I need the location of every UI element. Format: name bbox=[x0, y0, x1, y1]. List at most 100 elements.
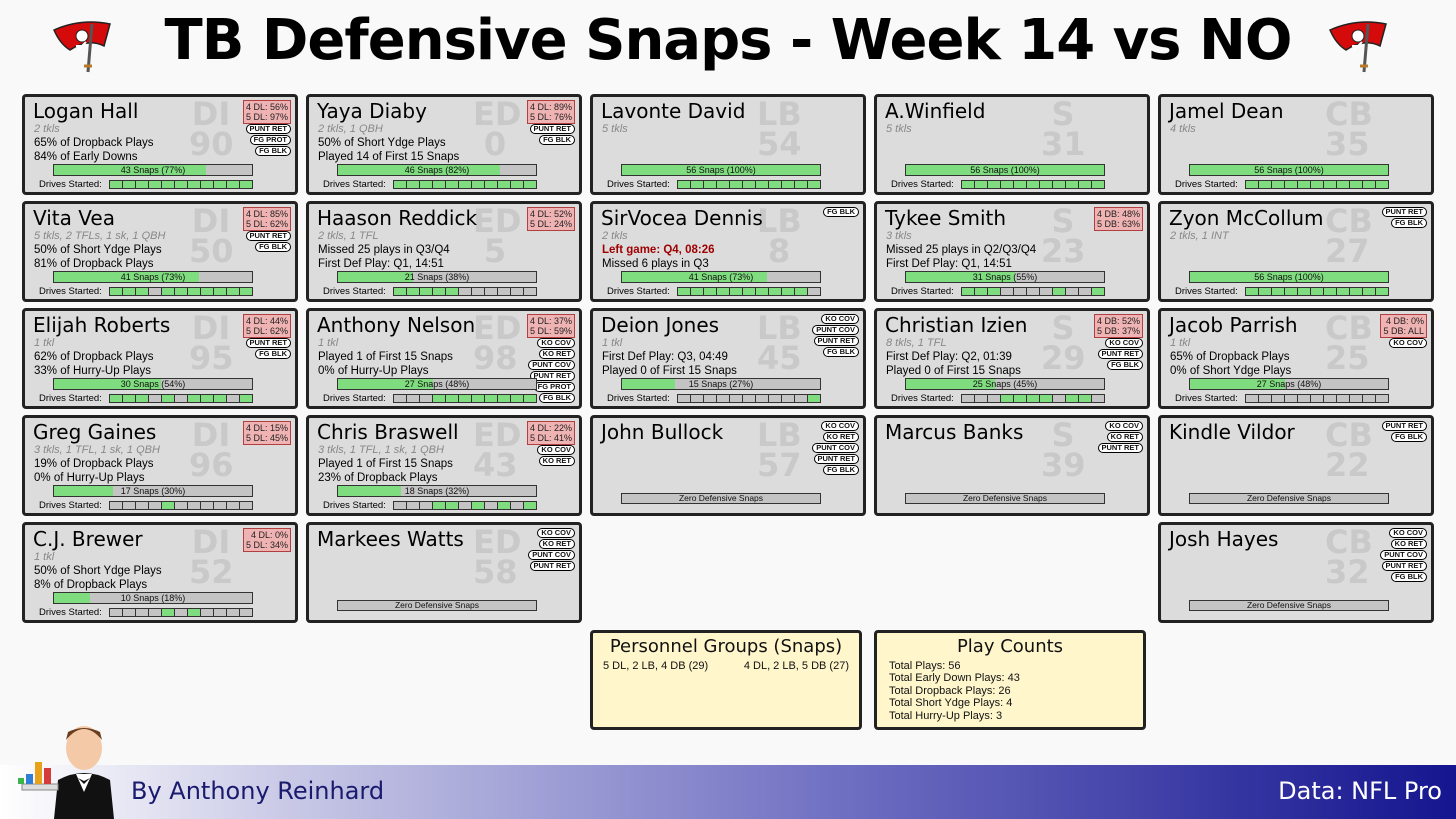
special-teams-badge: FG BLK bbox=[255, 349, 291, 359]
drive-cell bbox=[472, 502, 485, 509]
player-note: 62% of Dropback Plays bbox=[34, 351, 154, 363]
snap-share-bar: 41 Snaps (73%) bbox=[53, 271, 253, 283]
play-count-item: Total Early Down Plays: 43 bbox=[889, 672, 1020, 685]
snap-share-fill bbox=[338, 165, 501, 175]
drives-started-track bbox=[1245, 394, 1389, 403]
drive-cell bbox=[1350, 395, 1363, 402]
position-number-watermark: S 29 bbox=[1041, 309, 1086, 374]
snap-count-label: 56 Snaps (100%) bbox=[970, 165, 1040, 175]
player-name: Kindle Vildor bbox=[1169, 420, 1295, 444]
zero-snaps-bar: Zero Defensive Snaps bbox=[337, 600, 537, 611]
drive-cell bbox=[717, 181, 730, 188]
player-note: Played 1 of First 15 Snaps bbox=[318, 458, 453, 470]
jersey-number: 90 bbox=[189, 125, 234, 163]
drive-cell bbox=[162, 288, 175, 295]
drive-cell bbox=[136, 395, 149, 402]
drives-started-track bbox=[677, 394, 821, 403]
snap-share-fill bbox=[906, 165, 1104, 175]
player-name: Jamel Dean bbox=[1169, 99, 1284, 123]
drive-cell bbox=[743, 395, 756, 402]
player-note: 33% of Hurry-Up Plays bbox=[34, 365, 151, 377]
drive-cell bbox=[214, 288, 227, 295]
formation-share-badge: 4 DL: 89% 5 DL: 76% bbox=[526, 100, 575, 124]
position-number-watermark: ED 5 bbox=[473, 205, 521, 267]
formation-share-badge: 4 DL: 44% 5 DL: 62% bbox=[242, 314, 291, 338]
player-note: First Def Play: Q2, 01:39 bbox=[886, 351, 1012, 363]
player-stats: 2 tkls bbox=[602, 230, 628, 242]
player-name: Logan Hall bbox=[33, 99, 139, 123]
drive-cell bbox=[136, 288, 149, 295]
player-stats: 5 tkls bbox=[886, 123, 912, 135]
special-teams-badge: FG BLK bbox=[255, 146, 291, 156]
drive-cell bbox=[1272, 288, 1285, 295]
special-teams-badge: PUNT RET bbox=[813, 336, 859, 346]
drive-cell bbox=[162, 395, 175, 402]
drive-cell bbox=[743, 288, 756, 295]
drive-cell bbox=[446, 288, 459, 295]
player-name: SirVocea Dennis bbox=[601, 206, 763, 230]
drive-cell bbox=[188, 181, 201, 188]
drive-cell bbox=[1053, 288, 1066, 295]
drive-cell bbox=[394, 288, 407, 295]
drive-cell bbox=[1337, 395, 1350, 402]
snap-count-label: 43 Snaps (77%) bbox=[120, 165, 186, 175]
drive-cell bbox=[691, 395, 704, 402]
play-count-item: Total Plays: 56 bbox=[889, 660, 961, 672]
drive-cell bbox=[136, 181, 149, 188]
special-teams-badge: PUNT COV bbox=[528, 360, 575, 370]
drives-started-track bbox=[677, 287, 821, 296]
drive-cell bbox=[175, 288, 188, 295]
special-teams-badge: KO COV bbox=[1389, 528, 1427, 538]
snap-share-bar: 27 Snaps (48%) bbox=[337, 378, 537, 390]
drive-cell bbox=[407, 395, 420, 402]
special-teams-badge: KO RET bbox=[538, 456, 575, 466]
formation-share-badge: 4 DL: 85% 5 DL: 62% bbox=[242, 207, 291, 231]
position-label: DI bbox=[191, 309, 231, 347]
player-name: C.J. Brewer bbox=[33, 527, 143, 551]
player-note: 65% of Dropback Plays bbox=[1170, 351, 1290, 363]
position-number-watermark: DI 95 bbox=[189, 309, 234, 374]
drive-cell bbox=[769, 395, 782, 402]
snap-count-label: 46 Snaps (82%) bbox=[404, 165, 470, 175]
player-card: ED 5 Haason Reddick 2 tkls, 1 TFL Missed 25 … bbox=[306, 201, 582, 302]
player-name: Yaya Diaby bbox=[317, 99, 427, 123]
player-card: ED 98 Anthony Nelson 1 tkl Played 1 of First… bbox=[306, 308, 582, 409]
formation-share: 4 DL: 89% bbox=[529, 102, 572, 112]
snap-share-bar: 30 Snaps (54%) bbox=[53, 378, 253, 390]
drive-cell bbox=[407, 288, 420, 295]
drive-cell bbox=[717, 395, 730, 402]
drive-cell bbox=[1014, 395, 1027, 402]
position-label: S bbox=[1051, 309, 1075, 347]
player-note: 84% of Early Downs bbox=[34, 151, 138, 163]
special-teams-badge: FG PROT bbox=[249, 135, 291, 145]
drive-cell bbox=[1311, 288, 1324, 295]
drive-cell bbox=[214, 502, 227, 509]
drives-started-track bbox=[1245, 287, 1389, 296]
special-teams-badges: KO COV KO RET PUNT RET bbox=[1097, 421, 1143, 453]
special-teams-badge: FG BLK bbox=[823, 347, 859, 357]
drive-cell bbox=[1337, 181, 1350, 188]
snap-share-bar: 46 Snaps (82%) bbox=[337, 164, 537, 176]
drive-cell bbox=[1040, 181, 1053, 188]
special-teams-badges: PUNT RET FG BLK bbox=[245, 338, 291, 359]
player-stats: 8 tkls, 1 TFL bbox=[886, 337, 947, 349]
drives-started-label: Drives Started: bbox=[323, 179, 386, 190]
special-teams-badge: PUNT RET bbox=[1381, 207, 1427, 217]
waiter-mascot-icon bbox=[18, 726, 114, 819]
special-teams-badge: FG PROT bbox=[533, 382, 575, 392]
drives-started-label: Drives Started: bbox=[323, 286, 386, 297]
drive-cell bbox=[962, 181, 975, 188]
footer-banner bbox=[0, 765, 1456, 819]
drive-cell bbox=[756, 288, 769, 295]
formation-share: 5 DB: 37% bbox=[1096, 326, 1140, 336]
special-teams-badges: KO COV PUNT COV PUNT RET FG BLK bbox=[812, 314, 859, 357]
special-teams-badge: FG BLK bbox=[255, 242, 291, 252]
drive-cell bbox=[691, 181, 704, 188]
snap-count-label: 56 Snaps (100%) bbox=[686, 165, 756, 175]
drive-cell bbox=[1324, 288, 1337, 295]
position-number-watermark: S 23 bbox=[1041, 205, 1086, 267]
formation-share-badge: 4 DL: 22% 5 DL: 41% bbox=[526, 421, 575, 445]
position-label: ED bbox=[473, 523, 522, 561]
drive-cell bbox=[1027, 395, 1040, 402]
drive-cell bbox=[743, 181, 756, 188]
